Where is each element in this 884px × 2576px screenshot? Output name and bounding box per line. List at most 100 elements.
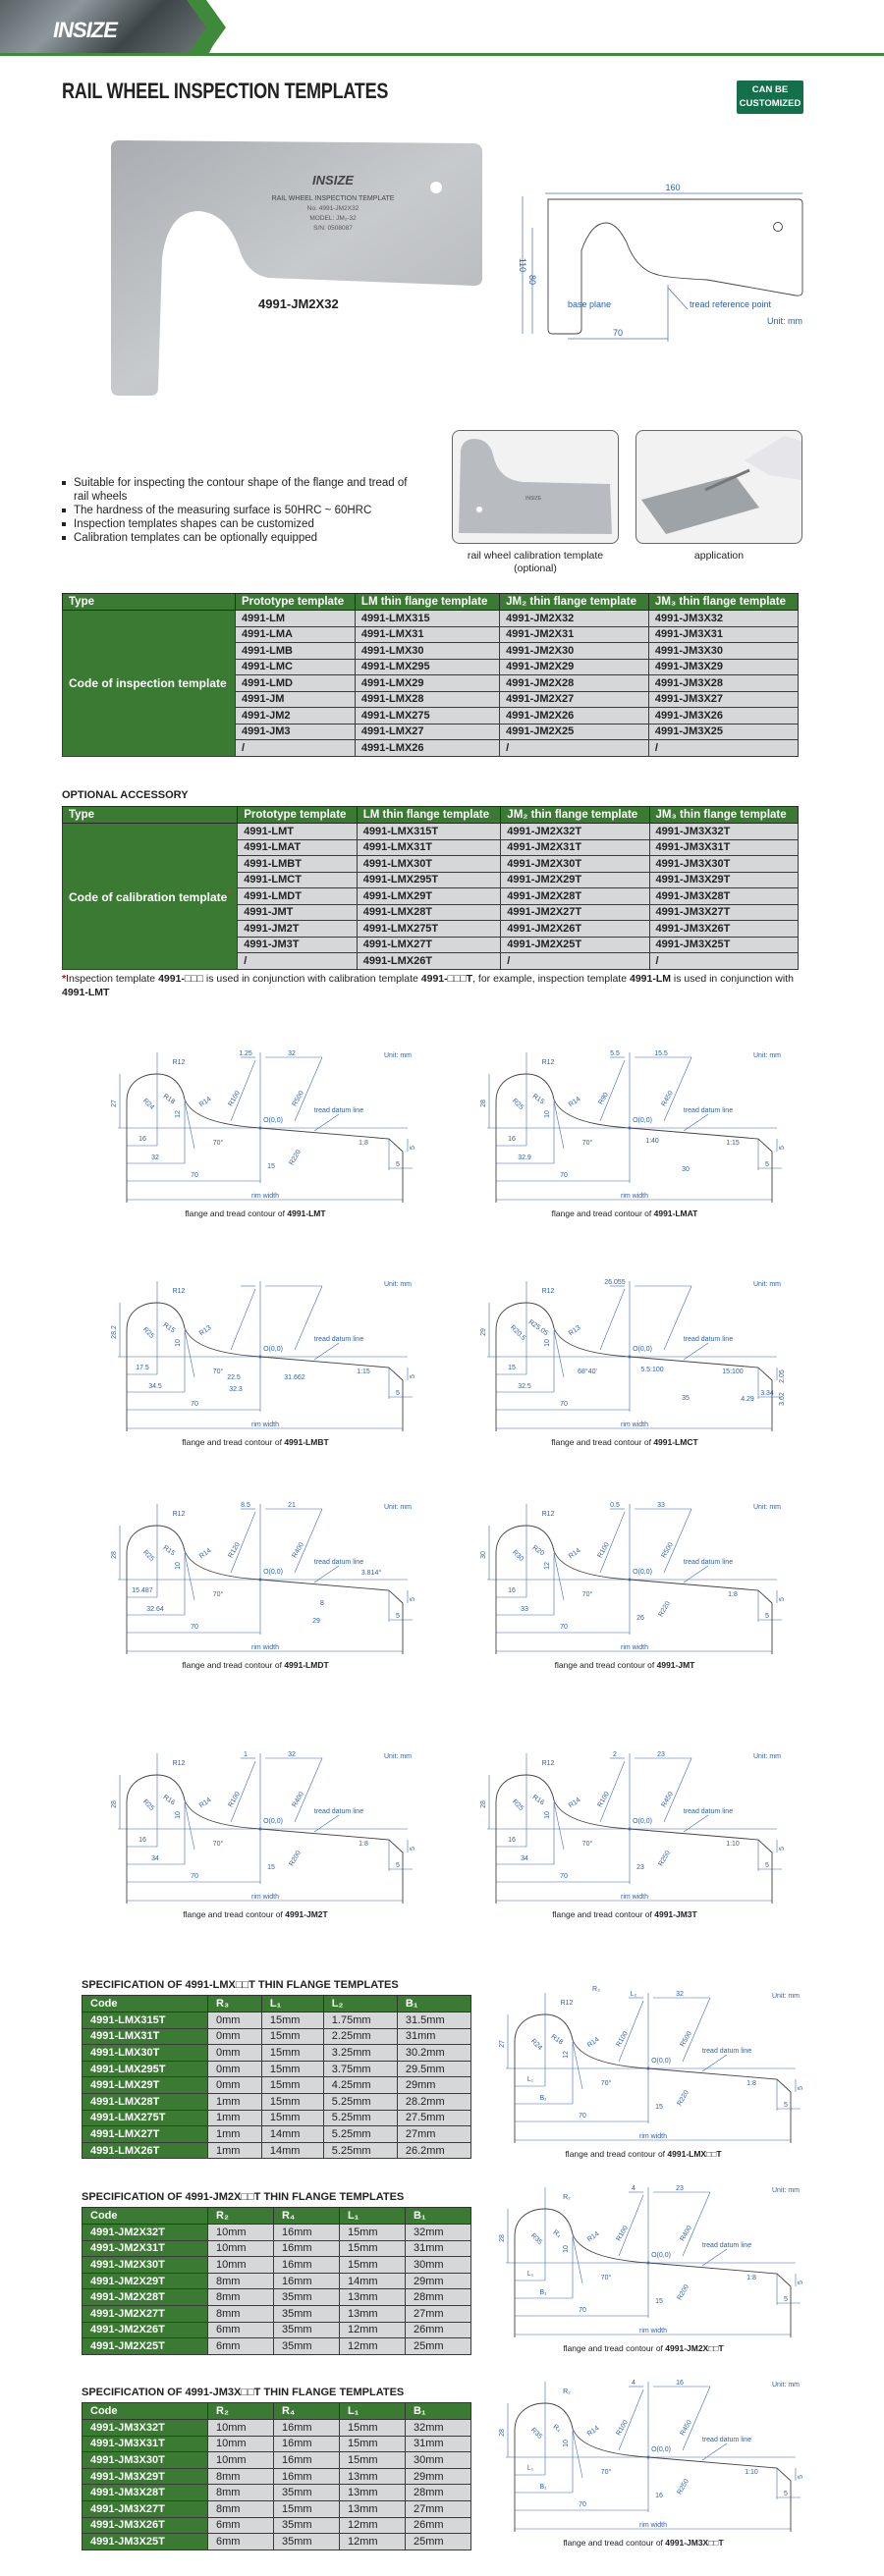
value-cell: 14mm [260,2125,324,2143]
dim-label-slope: 1:8 [359,1140,368,1147]
dim-label-d70: 70 [191,1401,198,1408]
dim-label-h-flange: 12 [175,1110,182,1118]
code-cell: 4991-LMX31 [354,625,501,643]
caption-model: 4991-JM3T [654,1909,697,1919]
dim-label-height: 28 [111,1800,118,1808]
table-row: 4991-JM 4991-LMX28 4991-JM2X27 4991-JM3X27 [63,690,800,708]
dim-label-chamfer-w: 5 [784,2296,788,2303]
code-cell: 4991-LMX315 [354,610,501,627]
unit-label: Unit: mm [384,1281,412,1288]
table-row: 4991-JM2X29T 8mm 16mm 14mm 29mm [82,2272,471,2290]
contour-diagram: Unit: mm tread datum line O(0,0) rim width 2… [111,1050,416,1218]
table-row: 4991-LMX26T 1mm 14mm 5.25mm 26.2mm [82,2141,472,2160]
dim-label-h-flange: 10 [544,1339,551,1347]
plate-shape [111,140,482,396]
code-cell: 4991-JM2X26T [82,2321,208,2339]
dim-label-r-top: R12 [173,1511,186,1518]
dim-label-top-left: L₂ [631,1991,637,1998]
brand-logo: INSIZE [53,18,118,42]
customizable-badge: CAN BE CUSTOMIZED [737,80,803,114]
dim-label-r-under: R200 [288,1850,302,1867]
origin-point [646,2066,650,2070]
contour-diagram: Unit: mm tread datum line O(0,0) rim width 2… [480,1751,786,1919]
value-cell: 31mm [396,2027,472,2046]
unit-label: Unit: mm [772,2382,800,2388]
dim-label-r-throat: R14 [568,1096,582,1108]
value-cell: 3.25mm [322,2044,398,2062]
table-header-row: Type Prototype template LM thin flange tem… [62,593,800,611]
dim-label-r-top: R12 [542,1059,555,1066]
dim-label-r-under: R200 [676,2283,690,2301]
dim-label-d-left1: 16 [508,1837,516,1844]
table-row: Code of inspection template 4991-LM 4991-L… [62,610,800,757]
value-cell: 16mm [273,2451,340,2469]
unit-label: Unit: mm [384,1753,412,1760]
code-cell: 4991-JM3X26T [648,920,800,938]
origin-label: O(0,0) [651,2252,671,2259]
value-cell: 35mm [273,2337,340,2355]
rim-width-label: rim width [621,1644,648,1651]
spec-table: Code R₂ R₄ L₁ B₁ 4991-JM2X32T 10mm 16mm 15mm 32mm… [82,2207,471,2355]
leader-line [683,1814,709,1833]
dim-label-r-big-right: R500 [660,1541,674,1559]
feature-list: Suitable for inspecting the contour shap… [62,476,415,545]
code-cell: 4991-LMX275 [354,707,501,724]
flange-profile [514,2013,792,2143]
value-cell: 30mm [405,2451,471,2469]
dim-label-r-left: R24 [141,1098,155,1111]
angle-line [553,1552,565,1601]
calibration-template-table: Type Prototype template LM thin flange tem… [61,806,800,970]
value-cell: 31mm [405,2239,471,2258]
value-cell: 32mm [405,2419,471,2437]
dim-label-d70: 70 [191,1873,198,1880]
code-cell: 4991-LMX27T [82,2125,208,2143]
code-cell: 4991-JM3X28T [648,887,800,905]
dim-label-r-big-right: R400 [679,2225,692,2242]
code-cell: 4991-LMX29 [354,674,501,692]
code-cell: 4991-JM2X29T [500,871,650,888]
column-header: R₃ [207,1995,262,2012]
value-cell: 16mm [273,2419,340,2437]
value-cell: 26mm [405,2321,471,2339]
code-cell: 4991-LMX27T [356,936,502,953]
dim-label-angle: 70° [601,2274,612,2281]
dim-label-angle: 68°40' [578,1368,597,1375]
value-cell: 10mm [207,2256,274,2274]
rim-width-label: rim width [639,2133,667,2140]
dim-label-d-left2: 34 [521,1855,528,1862]
dim-label-chamfer-w: 5 [396,1161,400,1168]
tread-datum-label: tread datum line [684,1107,733,1114]
dim-label-h-flange: 10 [563,2245,570,2253]
column-header: Code [82,2402,208,2420]
dim-label-r-throat: R14 [586,2230,601,2243]
value-cell: 15mm [339,2224,406,2241]
dim-label-top-left: 2 [613,1751,617,1758]
code-cell: 4991-JM3X30T [82,2451,208,2469]
footnote: *Inspection template 4991-□□□ is used in… [62,972,808,999]
dim-label-r-top: R12 [542,1511,555,1518]
value-cell: 25mm [405,2337,471,2355]
value-cell: 5.25mm [322,2125,398,2143]
code-cell: 4991-LMX31T [82,2027,208,2046]
code-cell: 4991-JM2X27T [500,903,650,921]
dim-label-top-right: 32 [288,1050,296,1057]
leader-line [599,1760,626,1823]
diagram-caption: flange and tread contour of 4991-LMBT [182,1437,329,1447]
angle-line [184,1552,195,1601]
dim-label-d-c: 31.662 [284,1374,305,1381]
code-cell: 4991-JM2X32T [82,2224,208,2241]
column-header: L₁ [339,2402,406,2420]
footnote-text: is used in conjunction with calibration … [202,973,421,985]
table-header-row: Code R₂ R₄ L₁ B₁ [82,2207,471,2225]
footnote-text: 4991-□□□ [158,973,203,985]
dim-label-angle: 70° [601,2468,612,2476]
leader-line [701,2054,728,2072]
leader-line [294,1508,323,1574]
dim-label-d70: 70 [560,1401,568,1408]
value-cell: 35mm [273,2484,340,2501]
dim-label-r-big-left: R120 [227,1541,241,1559]
value-cell: 12mm [339,2337,406,2355]
code-cell: 4991-LMX28T [82,2092,208,2111]
value-cell: 10mm [207,2224,274,2241]
column-header: Type [62,593,236,611]
